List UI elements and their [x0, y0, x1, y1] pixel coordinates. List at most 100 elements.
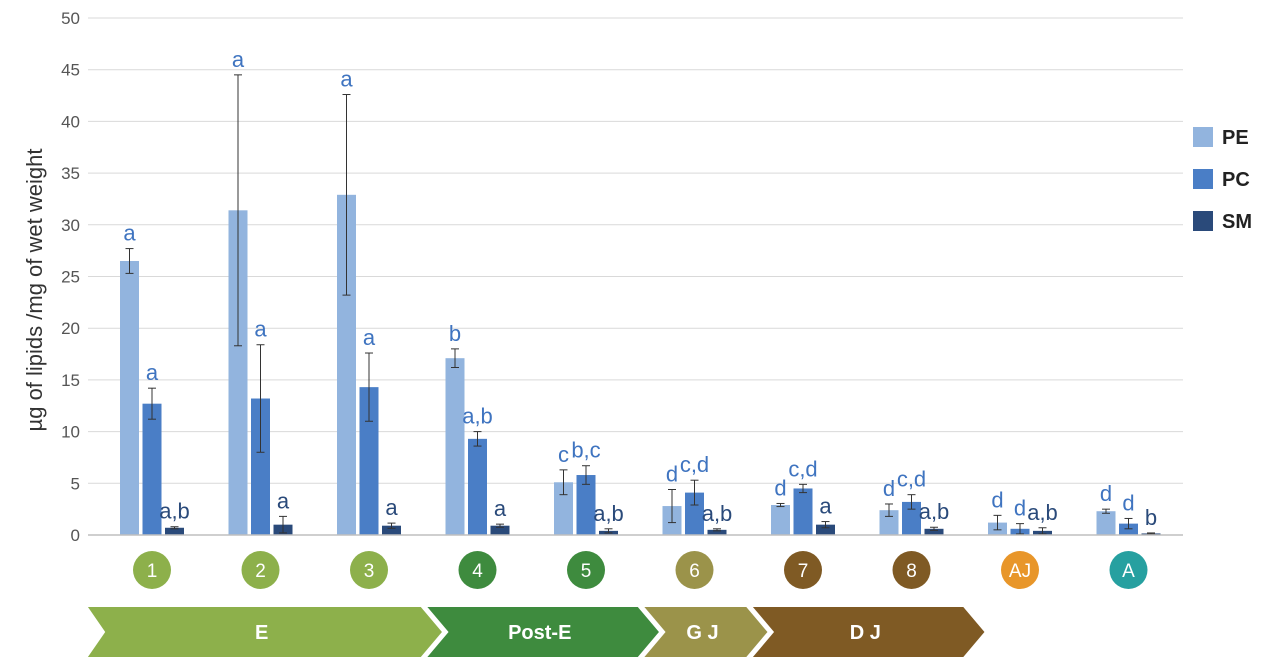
significance-letter: d [1122, 490, 1134, 515]
legend-label: SM [1222, 211, 1252, 233]
significance-letter: c [558, 442, 569, 467]
stage-circle-5 [567, 551, 605, 589]
significance-letter: a [232, 47, 245, 72]
bar-sm-6 [707, 529, 727, 535]
significance-letter: c,d [788, 456, 817, 481]
y-axis-label: µg of lipids /mg of wet weight [22, 149, 47, 432]
y-tick-label: 25 [61, 268, 80, 287]
stage-label-8: 8 [906, 561, 917, 582]
significance-letter: a,b [702, 501, 733, 526]
y-tick-label: 10 [61, 423, 80, 442]
phase-label: Post-E [508, 622, 571, 644]
significance-letter: a [819, 494, 832, 519]
bar-pc-4 [468, 438, 487, 535]
significance-letter: a [363, 325, 376, 350]
stage-markers: 1 2 3 4 5 6 7 8 AJ A [133, 551, 1148, 589]
legend-label: PE [1222, 127, 1249, 149]
bar-pe-1 [120, 260, 139, 535]
significance-letter: b [449, 321, 461, 346]
y-tick-label: 40 [61, 112, 80, 131]
significance-letter: a [340, 67, 353, 92]
bar-pe-3 [337, 194, 356, 535]
bar-sm-8 [924, 528, 944, 535]
significance-letter: d [1100, 481, 1112, 506]
significance-letter: a [123, 221, 136, 246]
y-tick-label: 15 [61, 371, 80, 390]
significance-letter: a,b [462, 404, 493, 429]
bar-pc-5 [576, 475, 596, 535]
phase-arrows: E Post-E G J D J [84, 605, 988, 658]
y-tick-label: 0 [71, 526, 80, 545]
bar-pe-8 [879, 510, 899, 535]
bar-pc-8 [902, 501, 921, 535]
significance-letter: a [254, 317, 267, 342]
stage-label-A: A [1122, 561, 1135, 582]
gridlines [88, 17, 1183, 484]
bar-pe-7 [771, 505, 790, 535]
bar-pe-A [1096, 511, 1116, 535]
significance-letter: d [991, 487, 1003, 512]
bar-sm-1 [165, 527, 184, 535]
significance-letter: b [1145, 505, 1157, 530]
bar-pc-A [1119, 523, 1138, 535]
y-tick-label: 45 [61, 61, 80, 80]
bar-pc-2 [251, 398, 270, 535]
y-tick-label: 50 [61, 9, 80, 28]
bar-pe-4 [445, 358, 465, 535]
y-tick-label: 20 [61, 319, 80, 338]
bar-pc-1 [142, 403, 162, 535]
stage-circle-8 [892, 551, 931, 589]
stage-label-3: 3 [364, 561, 375, 582]
bar-pc-7 [793, 488, 813, 535]
significance-letter: b,c [571, 438, 600, 463]
y-tick-label: 5 [71, 474, 80, 493]
significance-letter: d [883, 476, 895, 501]
stage-circle-A [1109, 551, 1148, 589]
significance-letter: a [494, 496, 507, 521]
significance-letter: c,d [897, 467, 926, 492]
significance-letter: d [1014, 496, 1026, 521]
stage-label-6: 6 [689, 561, 700, 582]
bar-pe-5 [554, 482, 573, 535]
bar-sm-3 [382, 525, 401, 535]
significance-letter: a [385, 495, 398, 520]
stage-label-4: 4 [472, 561, 483, 582]
significance-letter: a [277, 488, 290, 513]
significance-letter: a,b [593, 501, 624, 526]
phase-label: G J [686, 622, 718, 644]
stage-label-AJ: AJ [1009, 561, 1031, 582]
significance-letter: a,b [919, 499, 950, 524]
significance-letter: d [774, 475, 786, 500]
y-tick-label: 30 [61, 216, 80, 235]
phase-label: E [255, 622, 268, 644]
significance-letter: a,b [159, 499, 190, 524]
phase-label: D J [850, 622, 881, 644]
bar-pc-6 [685, 492, 704, 535]
stage-circle-2 [241, 551, 280, 589]
stage-circle-4 [458, 551, 497, 589]
stage-circle-6 [675, 551, 714, 589]
phase-arrow-3 [748, 605, 988, 658]
stage-label-7: 7 [798, 561, 809, 582]
legend: PE PC SM [1193, 127, 1252, 233]
phase-arrow-1 [423, 605, 662, 658]
bars [120, 194, 1161, 535]
legend-swatch-pc [1193, 169, 1213, 189]
stage-circle-3 [350, 551, 388, 589]
significance-letter: d [666, 462, 678, 487]
error-bars [125, 74, 1155, 535]
phase-arrow-0 [84, 605, 445, 658]
legend-swatch-pe [1193, 127, 1213, 147]
stage-circle-1 [133, 551, 171, 589]
stage-circle-7 [784, 551, 822, 589]
phase-arrow-2 [640, 605, 771, 658]
bar-pe-2 [228, 210, 248, 535]
y-tick-label: 35 [61, 164, 80, 183]
legend-label: PC [1222, 169, 1250, 191]
stage-label-2: 2 [255, 561, 266, 582]
significance-letter: c,d [680, 452, 709, 477]
stage-label-5: 5 [581, 561, 592, 582]
y-tick-labels: 0 5 10 15 20 25 30 35 40 45 50 [61, 9, 80, 545]
